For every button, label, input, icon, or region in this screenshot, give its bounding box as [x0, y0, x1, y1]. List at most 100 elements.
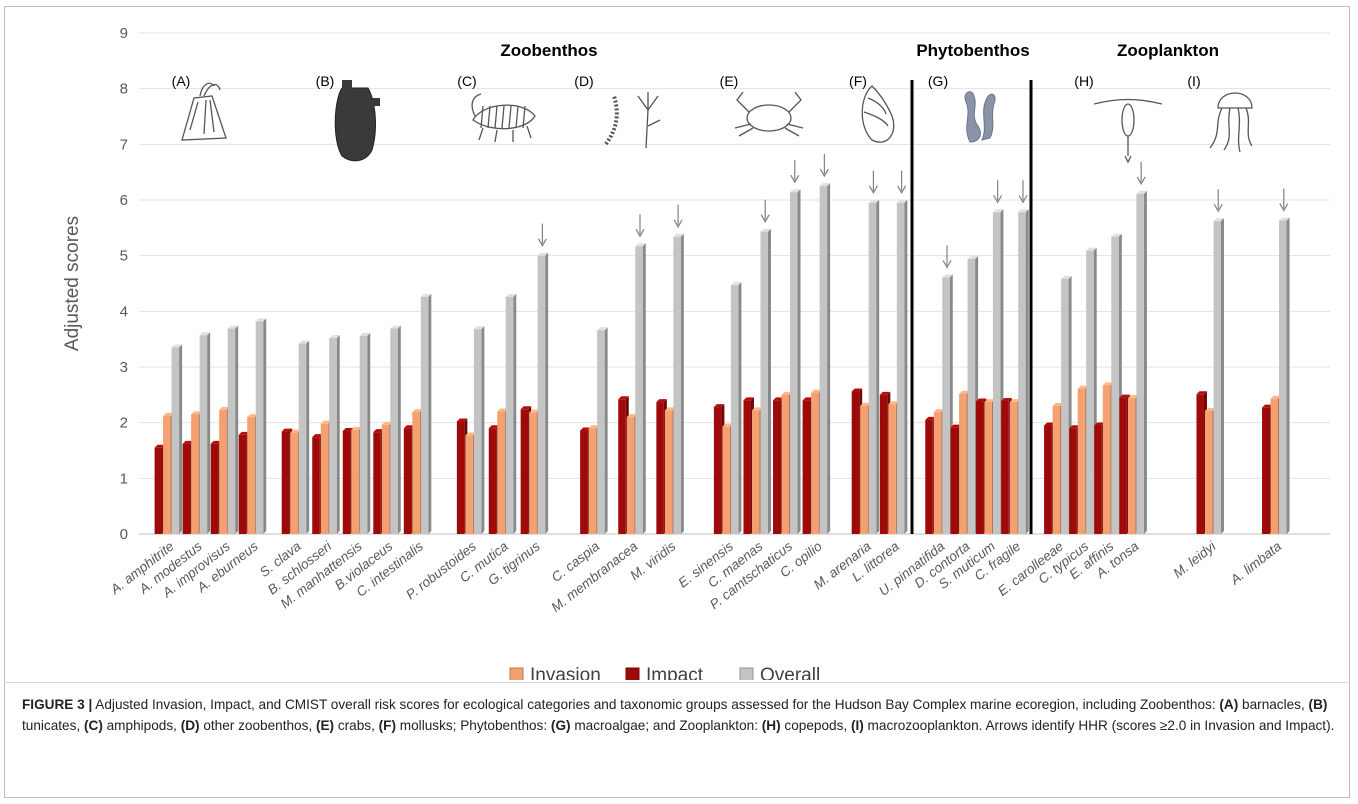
bar-overall-face: [967, 259, 976, 534]
bar-invasion-face: [412, 412, 420, 534]
bar-invasion-face: [811, 392, 819, 534]
bar-invasion-face: [860, 405, 868, 534]
bar-overall: [505, 293, 517, 534]
y-tick-label: 1: [120, 470, 128, 487]
bar-overall-face: [1136, 193, 1144, 535]
bar-invasion-face: [664, 410, 673, 534]
bar-impact-face: [281, 431, 290, 534]
bar-overall-face: [760, 231, 768, 535]
hhr-arrow: [1018, 180, 1028, 204]
y-axis-label: Adjusted scores: [62, 216, 83, 351]
caption-text: barnacles,: [1238, 697, 1309, 712]
bar-top: [1196, 391, 1207, 395]
bar-top: [781, 391, 793, 395]
bar-top: [1136, 190, 1147, 194]
bar-top: [281, 428, 293, 432]
seaweed-icon: [964, 91, 996, 143]
bar-overall-face: [1111, 236, 1119, 535]
bar-impact-face: [182, 443, 191, 534]
bar-top: [1119, 394, 1130, 398]
hhr-arrow: [897, 170, 907, 194]
bar-side: [235, 325, 239, 534]
hhr-arrow: [942, 245, 952, 269]
bar-overall-face: [1018, 212, 1026, 534]
bar-top: [210, 440, 222, 444]
bar-top: [811, 389, 822, 393]
caption-panel-ref: (I): [850, 718, 864, 733]
bar-top: [312, 434, 323, 438]
caption-text: copepods,: [780, 718, 851, 733]
bar-invasion-face: [959, 393, 967, 534]
bar-top: [199, 332, 211, 336]
bar-top: [171, 344, 183, 348]
hhr-arrow: [635, 214, 645, 238]
bar-overall-face: [298, 343, 307, 534]
x-tick-label: A. limbata: [1227, 538, 1285, 588]
bar-impact-face: [713, 407, 722, 534]
bar-invasion-face: [1270, 398, 1279, 534]
legend-label: Invasion: [530, 665, 601, 680]
bar-side: [207, 332, 211, 534]
bar-side: [1286, 217, 1290, 534]
bar-top: [580, 427, 591, 431]
hhr-arrow: [993, 180, 1003, 204]
y-tick-label: 5: [120, 248, 128, 265]
bar-top: [1018, 209, 1029, 213]
y-tick-label: 2: [120, 415, 128, 432]
bar-overall: [730, 282, 742, 534]
bar-overall: [537, 252, 549, 534]
bar-top: [412, 409, 423, 413]
caption-panel-ref: (E): [315, 718, 335, 733]
bar-overall: [1136, 190, 1147, 535]
bar-side: [604, 327, 608, 534]
bar-top: [255, 318, 267, 322]
legend-label: Impact: [646, 665, 704, 680]
hhr-arrow: [819, 154, 829, 178]
hhr-arrow: [1136, 161, 1146, 186]
caption-panel-ref: (H): [761, 718, 781, 733]
polychaete-hydroid-icon: [604, 92, 661, 149]
y-tick-label: 7: [120, 136, 128, 153]
panel-label: (G): [928, 73, 948, 89]
bar-overall: [171, 344, 183, 534]
bar-top: [247, 414, 258, 418]
bar-overall-face: [1086, 250, 1094, 534]
bar-top: [984, 399, 995, 403]
hhr-arrow: [673, 204, 683, 228]
bar-invasion-face: [1052, 405, 1061, 534]
bar-top: [227, 325, 239, 329]
bar-top: [1111, 233, 1122, 237]
y-tick-label: 4: [120, 303, 128, 320]
barnacle-icon: [181, 82, 227, 141]
bar-top: [403, 425, 415, 429]
bar-top: [320, 420, 332, 424]
bar-impact-face: [1262, 407, 1270, 534]
bar-invasion-face: [1009, 402, 1018, 534]
bar-top: [1086, 247, 1097, 251]
caption-divider: [6, 682, 1348, 683]
bar-top: [465, 432, 476, 436]
bar-top: [1061, 276, 1072, 280]
bar-top: [713, 404, 725, 408]
snail-icon: [861, 85, 895, 143]
bar-top: [1009, 399, 1021, 403]
bar-invasion-face: [163, 415, 171, 534]
bar-side: [513, 293, 517, 534]
bar-top: [529, 409, 540, 413]
hhr-arrow: [868, 170, 878, 194]
bar-invasion-face: [247, 417, 255, 534]
bar-overall: [420, 293, 432, 534]
bar-overall-face: [942, 277, 950, 534]
bar-overall-face: [992, 212, 1001, 534]
bar-impact-face: [1044, 425, 1052, 534]
bar-top: [1262, 404, 1273, 408]
caption-text: macroalgae; and Zooplankton:: [570, 718, 762, 733]
bar-overall-face: [171, 347, 180, 534]
bar-invasion-face: [722, 426, 730, 534]
bar-invasion-face: [1127, 398, 1136, 534]
bar-impact-face: [879, 394, 888, 534]
bar-impact-face: [520, 409, 529, 534]
bar-top: [505, 293, 517, 297]
bar-impact-face: [975, 401, 984, 534]
bar-top: [879, 391, 891, 395]
